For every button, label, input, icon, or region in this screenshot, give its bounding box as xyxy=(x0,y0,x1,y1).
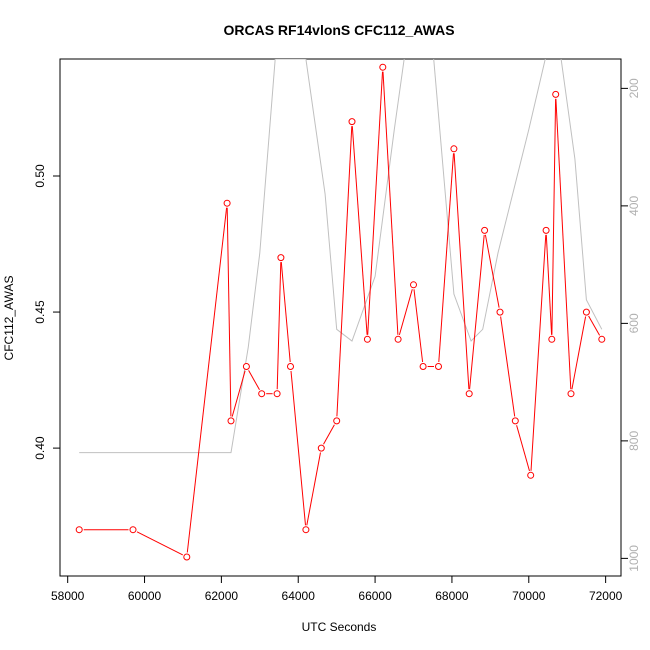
data-point xyxy=(435,363,442,370)
x-tick-label: 70000 xyxy=(512,589,546,603)
x-axis-label: UTC Seconds xyxy=(302,620,377,634)
data-point xyxy=(481,226,489,234)
series-segment xyxy=(248,370,260,391)
series-layer xyxy=(75,63,606,561)
data-point xyxy=(542,226,550,234)
data-point xyxy=(567,390,575,398)
background-line-layer xyxy=(79,59,603,454)
series-segment xyxy=(413,289,424,363)
series-segment xyxy=(226,207,232,417)
data-point xyxy=(75,526,83,534)
data-point xyxy=(511,417,519,425)
data-point xyxy=(548,335,556,343)
series-segment xyxy=(290,370,306,526)
y-tick-label: 0.50 xyxy=(33,164,47,188)
right-axis-tick-label: 400 xyxy=(627,196,641,216)
series-segment xyxy=(530,234,547,471)
series-segment xyxy=(588,315,601,336)
x-tick-label: 72000 xyxy=(589,589,623,603)
y-tick-label: 0.40 xyxy=(33,436,47,460)
data-point xyxy=(552,90,560,98)
series-segment xyxy=(367,71,383,335)
data-point xyxy=(277,254,285,262)
series-segment xyxy=(555,98,572,390)
data-point xyxy=(227,417,235,425)
series-segment xyxy=(351,126,368,335)
x-tick-label: 68000 xyxy=(435,589,469,603)
series-segment xyxy=(453,153,470,390)
series-segment xyxy=(469,234,485,390)
series-segment xyxy=(306,452,321,526)
data-point xyxy=(317,444,325,452)
data-point xyxy=(302,526,310,534)
y-axis-label: CFC112_AWAS xyxy=(2,276,16,361)
data-point xyxy=(223,199,231,207)
data-point xyxy=(258,390,266,398)
data-point xyxy=(410,281,417,289)
right-axis-tick-label: 800 xyxy=(627,431,641,451)
series-segment xyxy=(545,234,553,335)
series-segment xyxy=(136,531,184,556)
x-tick-label: 60000 xyxy=(128,589,162,603)
right-axis-tick-label: 600 xyxy=(627,313,641,333)
x-tick-label: 66000 xyxy=(358,589,392,603)
data-point xyxy=(273,390,281,398)
plot-frame xyxy=(59,58,622,577)
data-point xyxy=(183,553,191,561)
data-point xyxy=(394,335,402,343)
y-tick-label: 0.45 xyxy=(33,300,47,324)
x-tick-label: 58000 xyxy=(51,589,85,603)
data-point xyxy=(527,471,535,479)
series-segment xyxy=(484,234,500,308)
data-point xyxy=(348,118,356,126)
series-segment xyxy=(280,262,291,363)
series-segment xyxy=(438,153,454,363)
data-point xyxy=(363,335,371,343)
data-point xyxy=(419,363,427,370)
data-point xyxy=(129,526,137,534)
y-axis: 0.40 0.45 0.50 xyxy=(33,164,61,460)
right-axis-tick-label: 1000 xyxy=(627,545,641,572)
data-point xyxy=(465,390,473,398)
x-axis: 58000 60000 62000 64000 66000 68000 70000 72000 xyxy=(51,575,623,603)
x-tick-label: 62000 xyxy=(205,589,239,603)
data-point xyxy=(496,308,504,316)
series-segment xyxy=(323,424,335,445)
x-tick-label: 64000 xyxy=(282,589,316,603)
series-segment xyxy=(551,98,557,335)
series-segment xyxy=(516,425,530,472)
right-axis: 200 400 600 800 1000 xyxy=(620,78,641,572)
series-segment xyxy=(336,126,353,417)
data-point xyxy=(287,363,294,370)
right-axis-tick-label: 200 xyxy=(627,78,641,98)
series-segment xyxy=(231,370,246,417)
series-segment xyxy=(500,316,516,417)
data-point xyxy=(242,363,250,370)
data-point xyxy=(333,417,341,425)
chart-title: ORCAS RF14vlonS CFC112_AWAS xyxy=(223,22,454,38)
data-point xyxy=(582,308,590,316)
series-segment xyxy=(398,289,413,336)
data-point xyxy=(598,335,606,343)
data-point xyxy=(450,145,458,153)
series-segment xyxy=(571,316,587,390)
series-segment xyxy=(276,262,282,390)
data-point xyxy=(379,63,387,71)
background-line xyxy=(79,59,603,454)
series-segment xyxy=(186,207,228,553)
series-segment xyxy=(382,71,399,335)
